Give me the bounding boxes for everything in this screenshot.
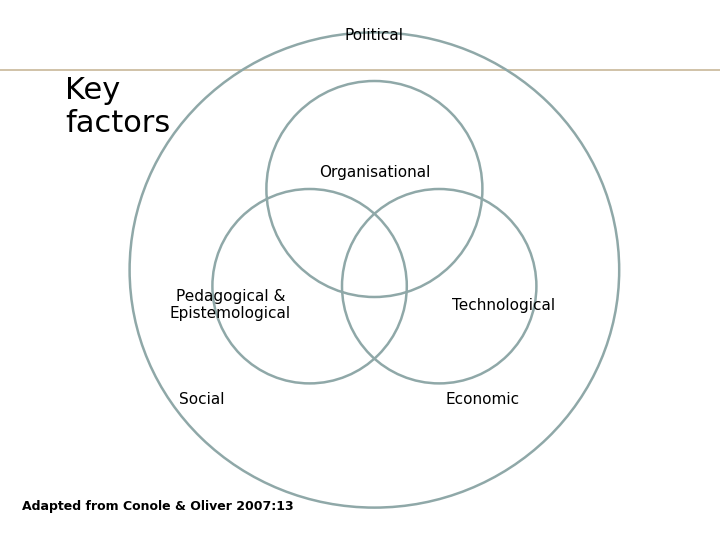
Text: Organisational: Organisational	[319, 165, 430, 180]
Text: Key
factors: Key factors	[65, 76, 170, 138]
Text: Pedagogical &
Epistemological: Pedagogical & Epistemological	[170, 289, 291, 321]
Text: Adapted from Conole & Oliver 2007:13: Adapted from Conole & Oliver 2007:13	[22, 500, 293, 513]
Text: Political: Political	[345, 28, 404, 43]
Text: Technological: Technological	[452, 298, 556, 313]
Text: Social: Social	[179, 392, 225, 407]
Text: Economic: Economic	[446, 392, 519, 407]
